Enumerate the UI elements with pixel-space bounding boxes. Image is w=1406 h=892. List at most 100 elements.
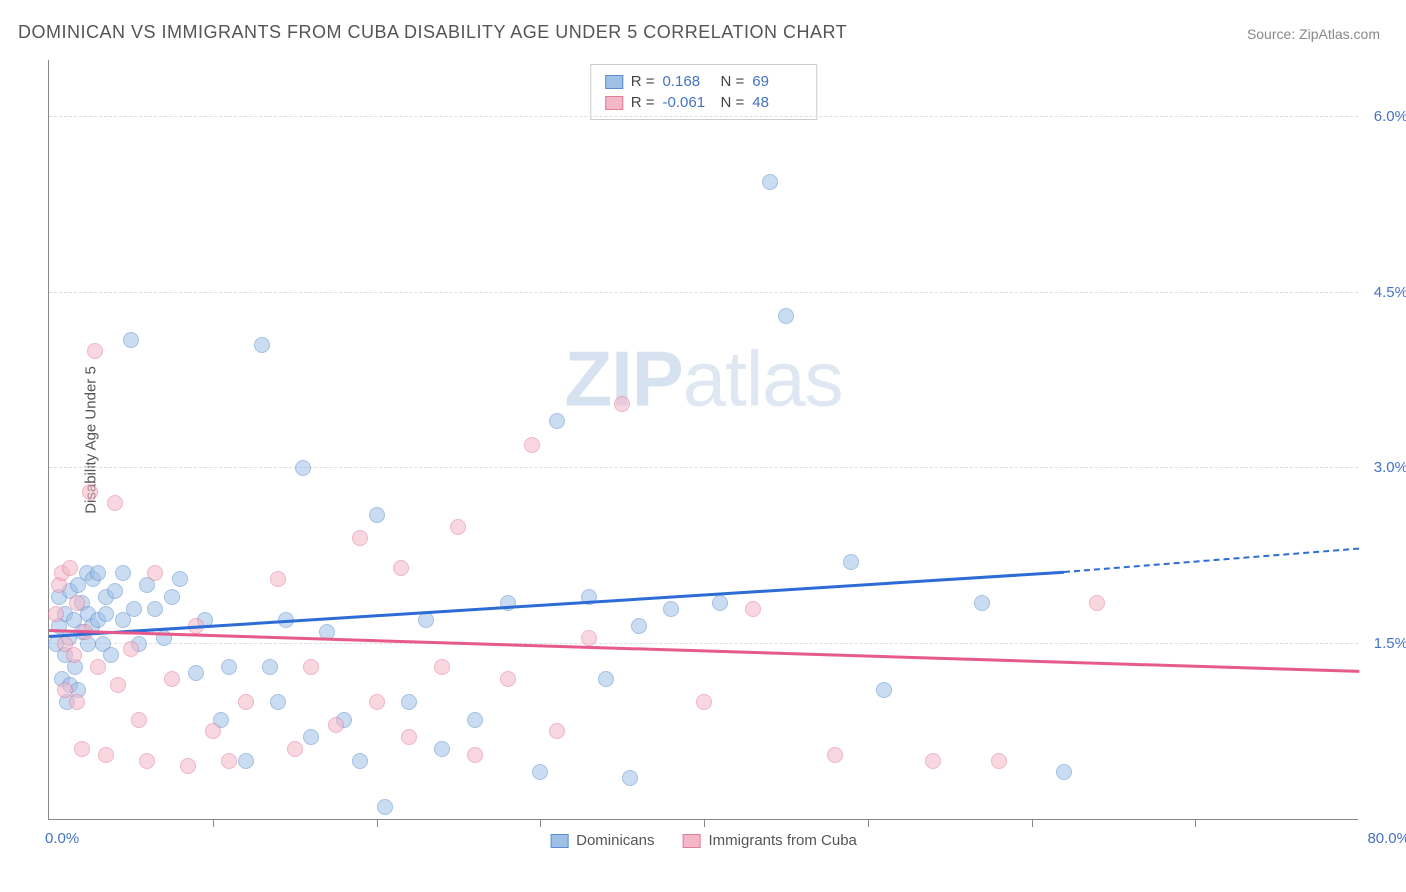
data-point (82, 484, 98, 500)
legend-swatch-2 (683, 834, 701, 848)
data-point (418, 612, 434, 628)
data-point (295, 460, 311, 476)
data-point (1089, 595, 1105, 611)
data-point (262, 659, 278, 675)
data-point (270, 694, 286, 710)
data-point (254, 337, 270, 353)
data-point (303, 659, 319, 675)
data-point (110, 677, 126, 693)
data-point (434, 741, 450, 757)
data-point (287, 741, 303, 757)
x-tick (540, 819, 541, 827)
data-point (532, 764, 548, 780)
x-axis-min-label: 0.0% (45, 830, 79, 847)
data-point (827, 747, 843, 763)
x-axis-max-label: 80.0% (1367, 830, 1406, 847)
trend-line (49, 629, 1359, 672)
data-point (139, 753, 155, 769)
data-point (377, 799, 393, 815)
r-value-1: 0.168 (663, 71, 713, 92)
data-point (69, 694, 85, 710)
data-point (238, 753, 254, 769)
n-label-1: N = (721, 71, 745, 92)
data-point (712, 595, 728, 611)
data-point (745, 601, 761, 617)
data-point (74, 741, 90, 757)
grid-line (49, 643, 1358, 644)
data-point (352, 753, 368, 769)
data-point (598, 671, 614, 687)
data-point (66, 647, 82, 663)
legend-label-2: Immigrants from Cuba (709, 832, 857, 849)
data-point (131, 712, 147, 728)
data-point (164, 589, 180, 605)
data-point (614, 396, 630, 412)
data-point (303, 729, 319, 745)
x-tick (213, 819, 214, 827)
data-point (98, 747, 114, 763)
data-point (164, 671, 180, 687)
x-tick (1195, 819, 1196, 827)
data-point (123, 641, 139, 657)
trend-line (1064, 548, 1359, 574)
data-point (221, 659, 237, 675)
source-prefix: Source: (1247, 26, 1299, 42)
data-point (369, 507, 385, 523)
data-point (696, 694, 712, 710)
data-point (107, 583, 123, 599)
data-point (974, 595, 990, 611)
data-point (90, 565, 106, 581)
data-point (48, 606, 64, 622)
data-point (393, 560, 409, 576)
data-point (401, 694, 417, 710)
y-tick-label: 3.0% (1363, 459, 1406, 476)
grid-line (49, 467, 1358, 468)
source-link[interactable]: ZipAtlas.com (1299, 26, 1380, 42)
legend-label-1: Dominicans (576, 832, 654, 849)
data-point (549, 413, 565, 429)
legend-swatch-1 (550, 834, 568, 848)
legend-item-2: Immigrants from Cuba (683, 832, 857, 849)
data-point (925, 753, 941, 769)
x-tick (1032, 819, 1033, 827)
data-point (103, 647, 119, 663)
correlation-stats-box: R = 0.168 N = 69 R = -0.061 N = 48 (590, 64, 818, 120)
data-point (87, 343, 103, 359)
r-label-2: R = (631, 92, 655, 113)
chart-plot-area: ZIPatlas Disability Age Under 5 R = 0.16… (48, 60, 1358, 820)
data-point (352, 530, 368, 546)
watermark: ZIPatlas (564, 333, 842, 424)
data-point (467, 712, 483, 728)
r-label-1: R = (631, 71, 655, 92)
data-point (991, 753, 1007, 769)
stats-row-series-2: R = -0.061 N = 48 (605, 92, 803, 113)
data-point (147, 565, 163, 581)
data-point (115, 565, 131, 581)
data-point (622, 770, 638, 786)
data-point (205, 723, 221, 739)
legend-item-1: Dominicans (550, 832, 654, 849)
data-point (123, 332, 139, 348)
grid-line (49, 292, 1358, 293)
data-point (843, 554, 859, 570)
data-point (180, 758, 196, 774)
data-point (172, 571, 188, 587)
n-value-2: 48 (752, 92, 802, 113)
data-point (188, 665, 204, 681)
data-point (500, 671, 516, 687)
data-point (270, 571, 286, 587)
y-tick-label: 6.0% (1363, 108, 1406, 125)
data-point (631, 618, 647, 634)
data-point (238, 694, 254, 710)
data-point (467, 747, 483, 763)
trend-line (49, 571, 1064, 638)
y-tick-label: 4.5% (1363, 284, 1406, 301)
data-point (62, 560, 78, 576)
data-point (762, 174, 778, 190)
n-value-1: 69 (752, 71, 802, 92)
x-tick (868, 819, 869, 827)
r-value-2: -0.061 (663, 92, 713, 113)
data-point (69, 595, 85, 611)
grid-line (49, 116, 1358, 117)
data-point (581, 630, 597, 646)
